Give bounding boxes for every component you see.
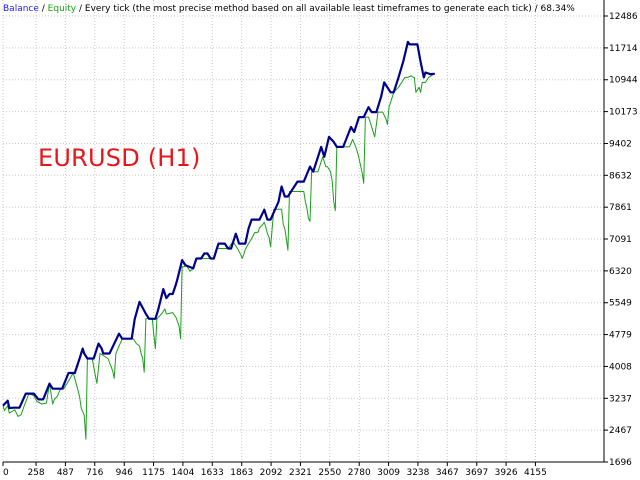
chart-title: EURUSD (H1) [38,144,201,172]
x-tick-label: 487 [57,468,74,478]
y-tick-label: 2467 [609,426,632,436]
y-tick-label: 7091 [609,235,632,245]
legend-separator: / [38,4,48,14]
x-tick-label: 4155 [524,468,547,478]
x-tick-label: 1863 [230,468,253,478]
legend-separator: / [76,4,85,14]
x-tick-label: 2550 [318,468,341,478]
x-tick-label: 3238 [406,468,429,478]
y-tick-label: 12486 [609,12,638,22]
y-tick-label: 9402 [609,139,632,149]
x-tick-label: 946 [116,468,133,478]
x-tick-label: 716 [86,468,103,478]
y-tick-label: 1696 [609,458,632,468]
series-layer [2,40,436,440]
y-tick-label: 7861 [609,203,632,213]
y-tick-label: 10173 [609,108,638,118]
x-tick-label: 0 [3,468,9,478]
y-tick-label: 4779 [609,331,632,341]
grid-layer [2,0,604,463]
y-tick-label: 5549 [609,299,632,309]
legend-separator: / [531,4,541,14]
x-tick-label: 1175 [142,468,165,478]
x-tick-label: 1633 [201,468,224,478]
x-tick-label: 2321 [289,468,312,478]
x-tick-label: 2092 [260,468,283,478]
legend-equity-label: Equity [47,4,77,14]
series-line-equity [2,73,436,440]
y-tick-label: 11714 [609,44,638,54]
x-tick-label: 1404 [171,468,194,478]
legend-balance-label: Balance [3,4,39,14]
x-tick-label: 2780 [348,468,371,478]
series-line-balance [2,40,435,410]
y-tick-label: 10944 [609,76,638,86]
y-tick-label: 8632 [609,171,632,181]
x-tick-label: 258 [27,468,44,478]
x-tick-label: 3926 [495,468,518,478]
y-tick-label: 4008 [609,362,632,372]
modeling-quality-text: 68.34% [540,4,575,14]
y-tick-label: 6320 [609,267,632,277]
test-method-text: Every tick (the most precise method base… [84,4,532,14]
y-tick-label: 3237 [609,394,632,404]
x-tick-label: 3009 [377,468,400,478]
x-tick-label: 3697 [465,468,488,478]
x-tick-label: 3467 [436,468,459,478]
chart-header: Balance / Equity / Every tick (the most … [3,4,575,14]
